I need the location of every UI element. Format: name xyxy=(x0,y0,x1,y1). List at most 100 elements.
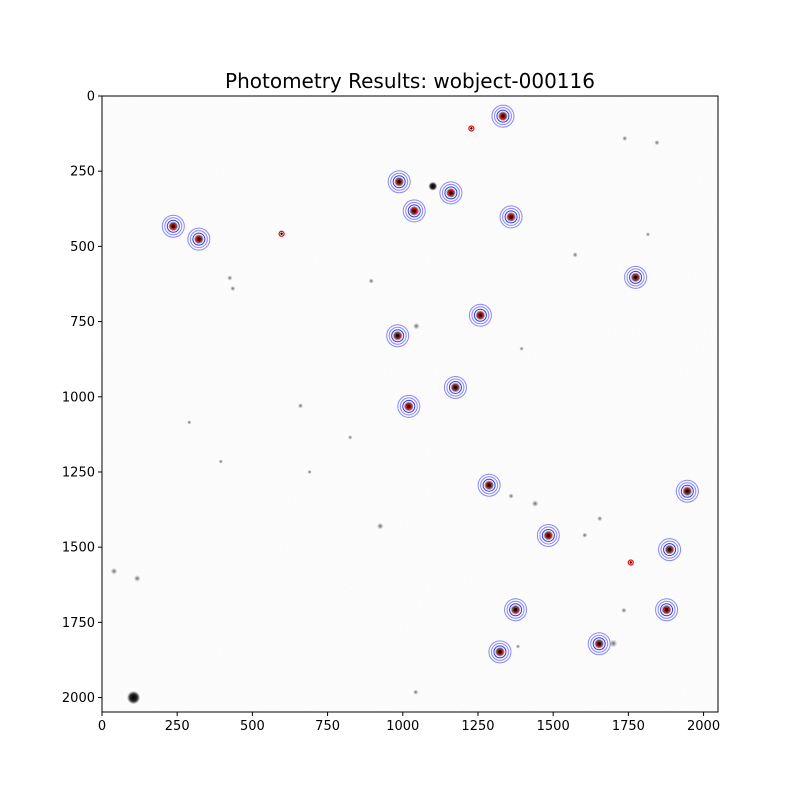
annulus-outer-ring xyxy=(439,181,463,205)
background-star xyxy=(654,139,660,146)
aperture-ring xyxy=(391,329,405,343)
y-tick-label: 1500 xyxy=(62,541,95,556)
aperture-ring xyxy=(444,186,458,200)
background-star xyxy=(368,278,374,284)
centroid-marker xyxy=(512,606,519,613)
star-source xyxy=(193,234,204,245)
source-marker-layer xyxy=(161,104,699,664)
background-star xyxy=(307,469,312,475)
background-star xyxy=(347,435,353,440)
background-star xyxy=(126,690,141,705)
star-source xyxy=(392,330,403,341)
aperture-ring xyxy=(493,645,507,659)
x-axis: 0 250 500 750 1000 1250 1500 1750 2000 xyxy=(98,712,720,734)
aperture-ring xyxy=(192,232,206,246)
rejected-source-marker xyxy=(627,559,634,566)
annulus-outer-ring xyxy=(161,214,185,238)
centroid-marker xyxy=(452,384,459,391)
centroid-marker xyxy=(663,606,670,613)
y-tick-label: 1250 xyxy=(62,465,95,480)
star-source xyxy=(594,638,605,649)
annulus-outer-ring xyxy=(491,104,515,128)
aperture-ring xyxy=(448,380,462,394)
annulus-inner-ring xyxy=(660,540,679,559)
background-star xyxy=(508,493,514,499)
centroid-marker xyxy=(447,189,455,196)
annulus-inner-ring xyxy=(164,217,183,236)
y-tick-label: 0 xyxy=(87,90,95,105)
annulus-outer-ring xyxy=(655,598,679,622)
annulus-outer-ring xyxy=(443,375,467,399)
centroid-marker xyxy=(507,213,515,221)
aperture-ring xyxy=(660,603,674,617)
annulus-inner-ring xyxy=(493,107,512,126)
background-star xyxy=(597,515,603,522)
annulus-outer-ring xyxy=(675,479,699,503)
annulus-inner-ring xyxy=(490,642,509,661)
x-tick-label: 500 xyxy=(240,719,265,734)
star-source xyxy=(475,310,486,321)
y-tick-label: 1750 xyxy=(62,616,95,631)
faint-source xyxy=(280,232,283,235)
centroid-marker xyxy=(411,207,418,214)
background-star xyxy=(582,532,588,538)
plot-area xyxy=(101,95,719,713)
annulus-inner-ring xyxy=(539,526,558,545)
background-star xyxy=(428,181,438,191)
annulus-inner-ring xyxy=(678,482,697,501)
y-tick-label: 500 xyxy=(70,240,95,255)
star-source xyxy=(409,205,420,216)
annulus-inner-ring xyxy=(399,397,418,416)
centroid-marker xyxy=(596,640,603,647)
star-source xyxy=(630,272,641,283)
background-star xyxy=(227,275,233,281)
x-tick-label: 1500 xyxy=(537,719,570,734)
background-star-layer xyxy=(110,135,660,705)
star-source xyxy=(497,111,508,122)
annulus-inner-ring xyxy=(388,326,407,345)
background-star xyxy=(187,420,192,425)
background-star xyxy=(218,459,224,464)
background-star xyxy=(376,522,384,530)
annulus-outer-ring xyxy=(402,199,426,223)
annulus-outer-ring xyxy=(499,205,523,229)
star-source xyxy=(510,604,521,615)
star-source xyxy=(543,530,554,541)
x-tick-label: 2000 xyxy=(687,719,720,734)
annulus-outer-ring xyxy=(488,640,512,664)
annulus-inner-ring xyxy=(189,230,208,249)
centroid-marker xyxy=(405,403,412,410)
background-star xyxy=(515,644,521,649)
aperture-ring xyxy=(509,603,523,617)
annulus-inner-ring xyxy=(657,600,676,619)
aperture-ring xyxy=(592,637,606,651)
x-tick-label: 0 xyxy=(98,719,106,734)
star-source xyxy=(664,544,675,555)
rejected-source-marker xyxy=(468,125,475,132)
plot-frame xyxy=(101,95,719,713)
star-source xyxy=(484,480,495,491)
faint-source xyxy=(629,561,632,564)
centroid-marker xyxy=(499,113,507,120)
y-axis: 0 250 500 750 1000 1250 1500 1750 2000 xyxy=(62,90,102,706)
aperture-ring xyxy=(663,543,677,557)
background-star xyxy=(230,285,236,292)
star-source xyxy=(168,221,179,232)
annulus-outer-ring xyxy=(397,394,421,418)
centroid-marker xyxy=(477,312,484,319)
centroid-marker xyxy=(195,236,202,243)
annulus-outer-ring xyxy=(504,598,528,622)
annulus-inner-ring xyxy=(471,306,490,325)
centroid-marker xyxy=(486,482,493,489)
annulus-inner-ring xyxy=(446,378,465,397)
background-star xyxy=(622,135,628,142)
aperture-ring xyxy=(402,399,416,413)
annulus-inner-ring xyxy=(405,201,424,220)
background-star xyxy=(110,567,118,575)
aperture-ring xyxy=(407,204,421,218)
background-star xyxy=(133,575,141,582)
annulus-inner-ring xyxy=(441,183,460,202)
star-source xyxy=(494,646,505,657)
centroid-marker xyxy=(396,178,403,185)
annulus-inner-ring xyxy=(626,268,645,287)
